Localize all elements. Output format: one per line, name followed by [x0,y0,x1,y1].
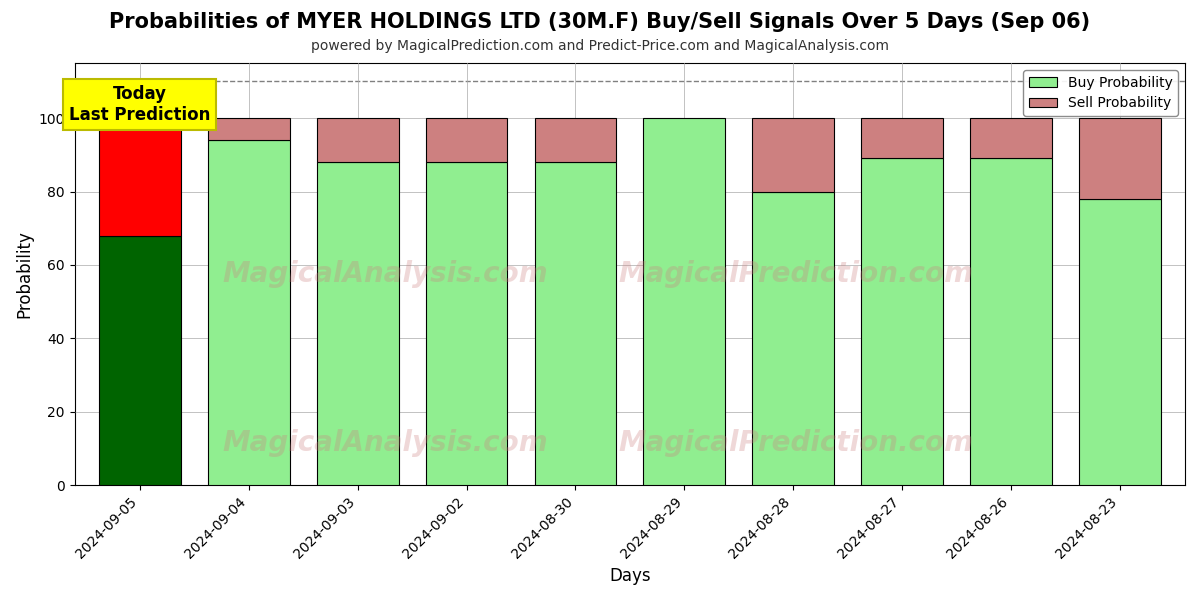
Bar [100,236,181,485]
Y-axis label: Probability: Probability [16,230,34,318]
Bar [208,140,289,485]
Bar [752,118,834,191]
Text: MagicalPrediction.com: MagicalPrediction.com [619,429,974,457]
Text: MagicalPrediction.com: MagicalPrediction.com [619,260,974,288]
Bar [426,162,508,485]
Text: Probabilities of MYER HOLDINGS LTD (30M.F) Buy/Sell Signals Over 5 Days (Sep 06): Probabilities of MYER HOLDINGS LTD (30M.… [109,12,1091,32]
Text: powered by MagicalPrediction.com and Predict-Price.com and MagicalAnalysis.com: powered by MagicalPrediction.com and Pre… [311,39,889,53]
Bar [752,191,834,485]
Bar [1079,199,1160,485]
Bar [208,118,289,140]
Text: MagicalAnalysis.com: MagicalAnalysis.com [223,429,548,457]
Bar [1079,118,1160,199]
Bar [643,118,725,485]
Bar [534,118,617,162]
X-axis label: Days: Days [610,567,650,585]
Text: Today
Last Prediction: Today Last Prediction [70,85,211,124]
Bar [862,118,943,158]
Bar [317,162,398,485]
Bar [426,118,508,162]
Bar [970,118,1051,158]
Bar [317,118,398,162]
Bar [534,162,617,485]
Text: MagicalAnalysis.com: MagicalAnalysis.com [223,260,548,288]
Bar [970,158,1051,485]
Bar [100,118,181,236]
Bar [862,158,943,485]
Legend: Buy Probability, Sell Probability: Buy Probability, Sell Probability [1024,70,1178,116]
